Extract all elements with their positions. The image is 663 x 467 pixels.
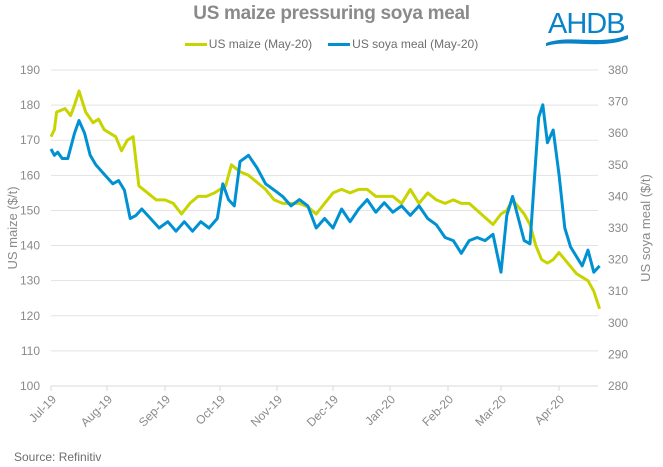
x-tick-label: Dec-19 [304,392,341,429]
y-tick-label: 140 [20,239,40,253]
x-tick-label: Sep-19 [136,392,173,429]
y-tick-label: 190 [20,63,40,77]
chart-title: US maize pressuring soya meal [193,3,470,24]
y-tick-label: 160 [20,168,40,182]
y2-tick-label: 340 [608,189,628,203]
y2-tick-label: 330 [608,221,628,235]
ahdb-logo-text: AHDB [548,8,625,40]
source-note: Source: Refinitiv [14,450,102,464]
x-tick-label: Nov-19 [248,392,285,429]
x-tick-label: Jul-19 [26,392,59,425]
y-tick-label: 170 [20,133,40,147]
legend-label-maize: US maize (May-20) [208,37,313,51]
wave-icon [546,35,628,46]
x-tick-label: Mar-20 [472,392,509,429]
y-tick-label: 120 [20,309,40,323]
y2-tick-label: 320 [608,253,628,267]
legend-item-maize[interactable]: US maize (May-20) [184,37,313,51]
legend-swatch-soya [328,42,351,46]
series-line-soya [49,103,601,274]
y-tick-label: 180 [20,98,40,112]
y2-tick-label: 360 [608,126,628,140]
y2-tick-label: 310 [608,284,628,298]
y2-axis-title: US soya meal ($/t) [638,174,653,282]
series-line-maize [49,89,602,310]
legend-label-soya: US soya meal (May-20) [352,37,479,51]
y2-tick-label: 290 [608,347,628,361]
x-tick-label: Feb-20 [419,392,456,429]
y2-tick-label: 280 [608,379,628,393]
ahdb-logo: AHDB [546,8,628,46]
legend-item-soya[interactable]: US soya meal (May-20) [328,37,478,51]
x-tick-label: Apr-20 [532,392,568,428]
legend-swatch-maize [184,42,207,46]
y-tick-label: 100 [20,379,40,393]
y-axis-title: US maize ($/t) [5,186,20,269]
x-tick-label: Aug-19 [78,392,115,429]
x-tick-label: Oct-19 [193,392,229,428]
y-tick-label: 110 [21,344,40,358]
y-tick-label: 150 [20,203,40,217]
y2-tick-label: 350 [608,158,628,172]
x-tick-label: Jan-20 [362,392,398,428]
y2-tick-label: 370 [608,95,628,109]
y2-tick-label: 300 [608,316,628,330]
y2-tick-label: 380 [608,63,628,77]
legend: US maize (May-20) US soya meal (May-20) [0,37,663,51]
y-tick-label: 130 [20,274,40,288]
